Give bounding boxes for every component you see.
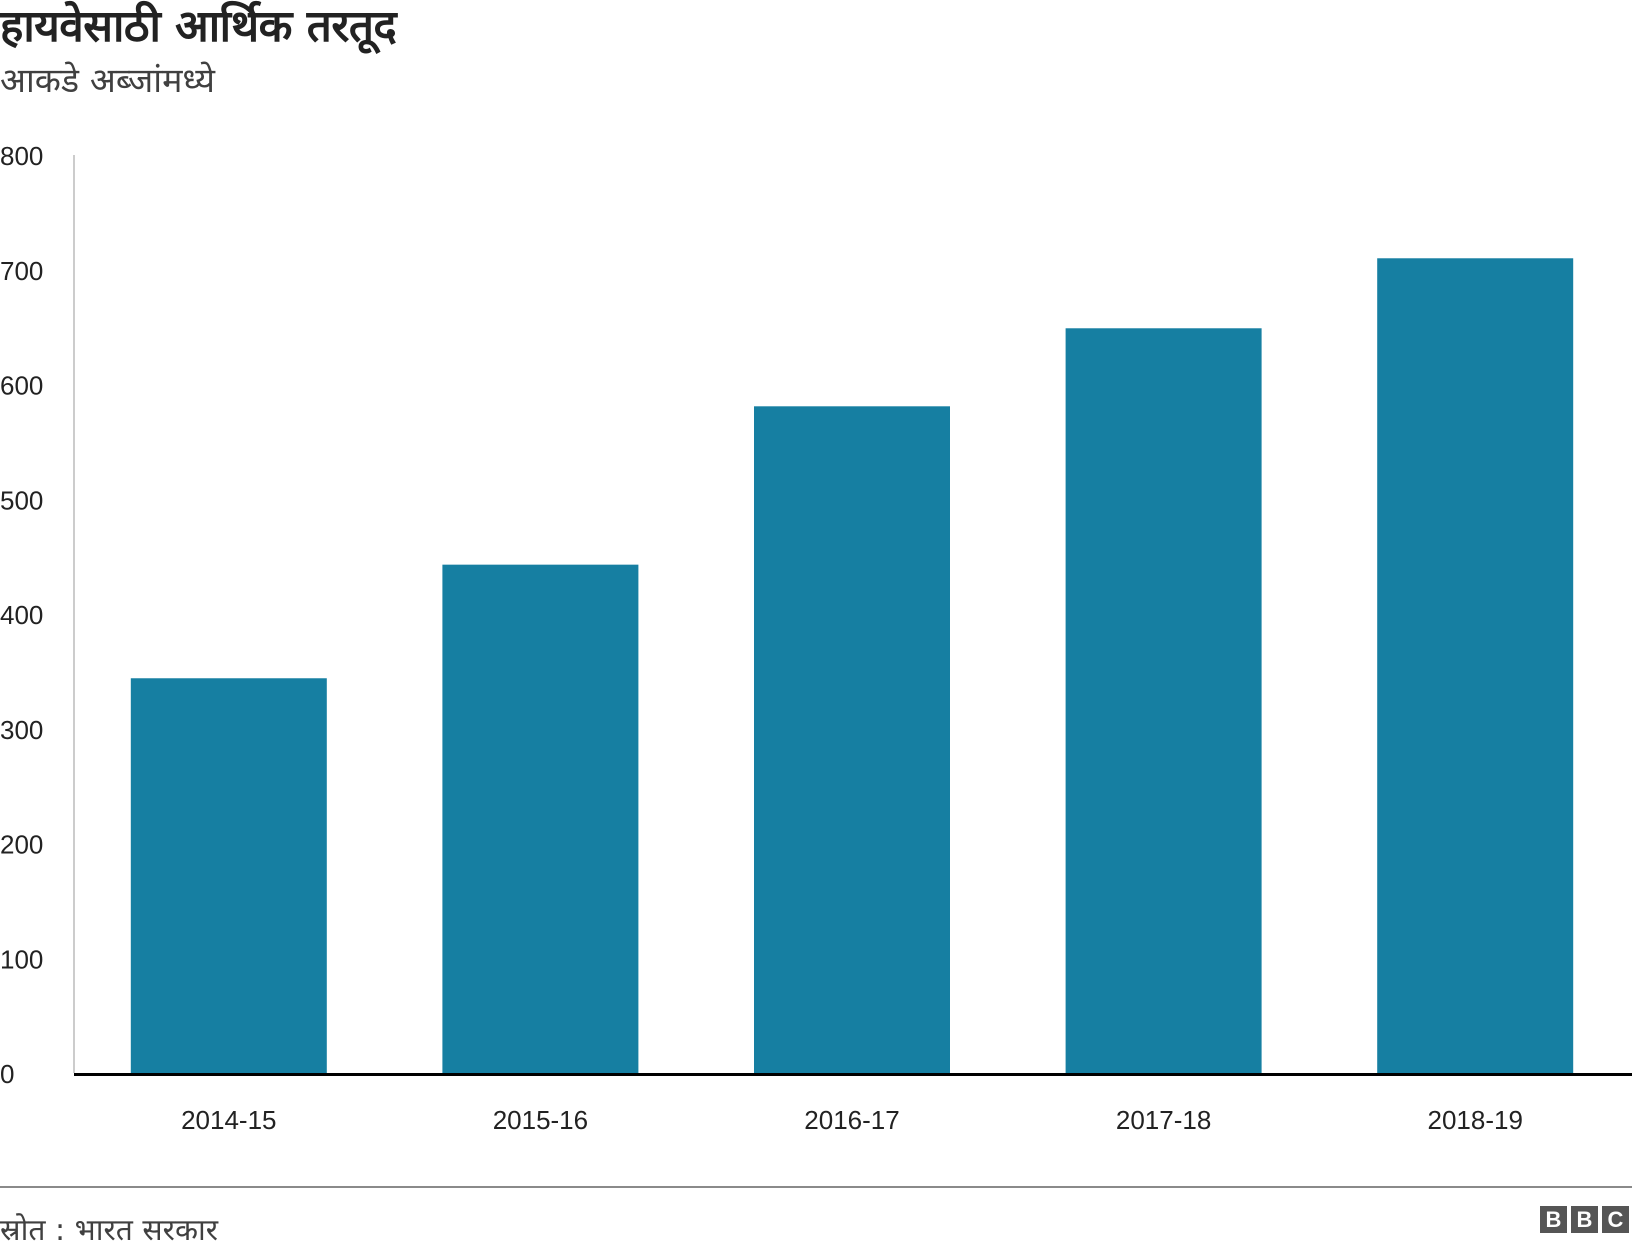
y-tick-label: 100 [0,944,43,974]
x-axis: 2014-15 2015-16 2016-17 2017-18 2018-19 [74,1073,1632,1135]
chart-title: हायवेसाठी आर्थिक तरतूद [0,1,397,52]
chart-subtitle: आकडे अब्जांमध्ये [0,61,215,101]
y-tick-label: 700 [0,256,43,286]
y-tick-label: 300 [0,715,43,745]
x-tick-label: 2018-19 [1427,1105,1522,1135]
y-tick-label: 800 [0,141,43,171]
y-tick-label: 600 [0,371,43,401]
x-tick-label: 2017-18 [1116,1105,1211,1135]
bar-2018-19 [1377,258,1574,1073]
y-tick-label: 400 [0,600,43,630]
x-tick-label: 2015-16 [493,1105,588,1135]
y-tick-label: 0 [0,1059,14,1089]
y-axis: 0 100 200 300 400 500 600 700 800 [0,141,75,1089]
bar-2016-17 [754,406,950,1073]
x-tick-label: 2016-17 [804,1105,899,1135]
footer-divider [0,1186,1632,1188]
bbc-logo-letter: B [1540,1206,1567,1233]
bar-chart: 0 100 200 300 400 500 600 700 800 2014-15 2015-16… [0,141,1632,1135]
bbc-logo-letter: B [1571,1206,1598,1233]
bbc-logo: B B C [1540,1206,1629,1233]
bars [130,258,1574,1074]
bar-2015-16 [442,564,639,1073]
bbc-logo-letter: C [1602,1206,1629,1233]
x-tick-label: 2014-15 [181,1105,276,1135]
y-tick-label: 500 [0,485,43,515]
bar-2014-15 [130,678,327,1073]
source-note: स्रोत : भारत सरकार [0,1213,219,1248]
bar-2017-18 [1065,328,1262,1074]
y-tick-label: 200 [0,830,43,860]
